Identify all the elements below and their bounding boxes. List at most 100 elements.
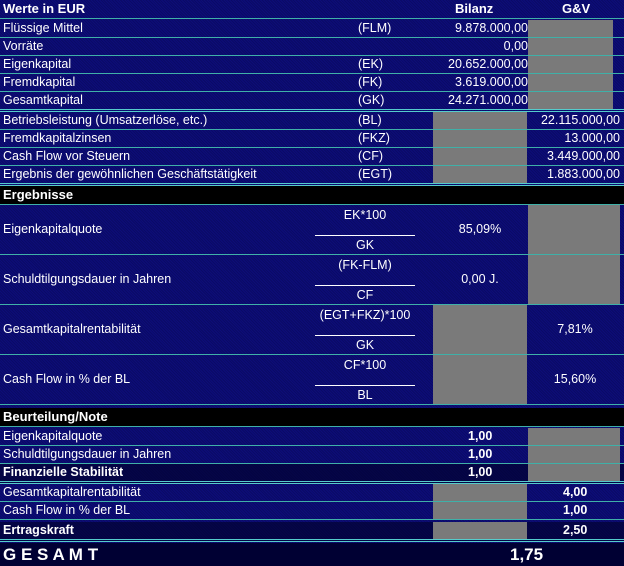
bilanz-value: 9.878.000,00	[455, 21, 528, 35]
section-title: Beurteilung/Note	[3, 409, 108, 424]
row-abbreviation: (FLM)	[358, 21, 392, 35]
formula-denominator: BL	[357, 388, 373, 402]
grade-label: Eigenkapitalquote	[3, 429, 103, 443]
disabled-cell	[528, 56, 613, 73]
disabled-cell	[528, 20, 613, 37]
row-abbreviation: (EK)	[358, 57, 383, 71]
grade-label: Schuldtilgungsdauer in Jahren	[3, 447, 172, 461]
fraction-line	[315, 385, 415, 386]
grade-row: Gesamtkapitalrentabilität 4,00	[0, 484, 624, 502]
guv-value: 3.449.000,00	[547, 149, 620, 163]
grade-label: Cash Flow in % der BL	[3, 503, 131, 517]
results-section-header: Ergebnisse	[0, 186, 624, 205]
table-header: Werte in EUR Bilanz G&V	[0, 0, 624, 19]
bilanz-grade: 1,00	[468, 465, 493, 479]
disabled-cell	[433, 484, 527, 501]
input-row: Vorräte 0,00	[0, 38, 624, 56]
row-label: Betriebsleistung (Umsatzerlöse, etc.)	[3, 113, 208, 127]
row-abbreviation: (GK)	[358, 93, 385, 107]
bilanz-result: 0,00 J.	[461, 272, 499, 286]
row-label: Flüssige Mittel	[3, 21, 83, 35]
formula-numerator: CF*100	[343, 358, 387, 372]
ratio-label: Cash Flow in % der BL	[3, 372, 131, 386]
row-label: Fremdkapital	[3, 75, 76, 89]
grade-label: Finanzielle Stabilität	[3, 465, 124, 479]
disabled-cell	[433, 112, 527, 129]
row-label: Fremdkapitalzinsen	[3, 131, 112, 145]
bilanz-result: 85,09%	[458, 222, 502, 236]
guv-value: 13.000,00	[564, 131, 620, 145]
grade-label: Gesamtkapitalrentabilität	[3, 485, 141, 499]
row-abbreviation: (BL)	[358, 113, 382, 127]
total-value: 1,75	[510, 545, 544, 564]
guv-grade: 1,00	[563, 503, 588, 517]
row-label: Gesamtkapital	[3, 93, 83, 107]
disabled-cell	[528, 74, 613, 91]
input-row: Cash Flow vor Steuern (CF) 3.449.000,00	[0, 148, 624, 166]
header-title: Werte in EUR	[3, 1, 86, 16]
formula-denominator: CF	[356, 288, 374, 302]
ratio-row: Eigenkapitalquote EK*100 GK 85,09%	[0, 205, 624, 255]
total-row: G E S A M T 1,75	[0, 543, 624, 566]
grade-row: Cash Flow in % der BL 1,00	[0, 502, 624, 520]
fraction-line	[315, 235, 415, 236]
guv-value: 1.883.000,00	[547, 167, 620, 181]
disabled-cell	[528, 255, 620, 304]
disabled-cell	[433, 355, 527, 404]
ratio-label: Schuldtilgungsdauer in Jahren	[3, 272, 172, 286]
guv-value: 22.115.000,00	[540, 113, 620, 127]
disabled-cell	[528, 446, 620, 463]
row-label: Eigenkapital	[3, 57, 72, 71]
bilanz-value: 20.652.000,00	[448, 57, 528, 71]
section-title: Ergebnisse	[3, 187, 74, 202]
formula-denominator: GK	[355, 238, 375, 252]
row-abbreviation: (CF)	[358, 149, 383, 163]
guv-grade: 4,00	[563, 485, 588, 499]
guv-result: 15,60%	[553, 372, 597, 386]
grade-row: Finanzielle Stabilität 1,00	[0, 464, 624, 484]
input-row: Eigenkapital (EK) 20.652.000,00	[0, 56, 624, 74]
disabled-cell	[433, 502, 527, 519]
grade-row: Ertragskraft 2,50	[0, 522, 624, 542]
row-label: Vorräte	[3, 39, 44, 53]
ratio-label: Eigenkapitalquote	[3, 222, 103, 236]
disabled-cell	[528, 428, 620, 445]
bilanz-value: 24.271.000,00	[448, 93, 528, 107]
disabled-cell	[433, 305, 527, 354]
grades-section-header: Beurteilung/Note	[0, 408, 624, 427]
row-abbreviation: (FKZ)	[358, 131, 390, 145]
fraction-line	[315, 285, 415, 286]
ratio-row: Schuldtilgungsdauer in Jahren (FK-FLM) CF 0…	[0, 255, 624, 305]
disabled-cell	[528, 205, 620, 254]
input-row: Betriebsleistung (Umsatzerlöse, etc.) (BL…	[0, 112, 624, 130]
guv-grade: 2,50	[563, 523, 588, 537]
row-abbreviation: (FK)	[358, 75, 383, 89]
input-row: Gesamtkapital (GK) 24.271.000,00	[0, 92, 624, 112]
disabled-cell	[528, 464, 620, 481]
bilanz-value: 3.619.000,00	[455, 75, 528, 89]
ratio-row: Gesamtkapitalrentabilität (EGT+FKZ)*100 GK…	[0, 305, 624, 355]
bilanz-value: 0,00	[503, 39, 528, 53]
ratio-row: Cash Flow in % der BL CF*100 BL 15,60%	[0, 355, 624, 405]
header-bilanz: Bilanz	[455, 1, 494, 16]
bilanz-grade: 1,00	[468, 447, 493, 461]
ratio-label: Gesamtkapitalrentabilität	[3, 322, 141, 336]
disabled-cell	[528, 92, 613, 109]
disabled-cell	[433, 130, 527, 147]
disabled-cell	[433, 148, 527, 165]
formula-numerator: EK*100	[343, 208, 387, 222]
bilanz-grade: 1,00	[468, 429, 493, 443]
row-abbreviation: (EGT)	[358, 167, 393, 181]
header-guv: G&V	[562, 1, 591, 16]
input-row: Ergebnis der gewöhnlichen Geschäftstätig…	[0, 166, 624, 186]
grade-label: Ertragskraft	[3, 523, 74, 537]
disabled-cell	[433, 522, 527, 539]
total-label: G E S A M T	[3, 545, 99, 564]
disabled-cell	[528, 38, 613, 55]
guv-result: 7,81%	[557, 322, 593, 336]
formula-denominator: GK	[355, 338, 375, 352]
grade-row: Eigenkapitalquote 1,00	[0, 428, 624, 446]
fraction-line	[315, 335, 415, 336]
formula-numerator: (FK-FLM)	[338, 258, 392, 272]
